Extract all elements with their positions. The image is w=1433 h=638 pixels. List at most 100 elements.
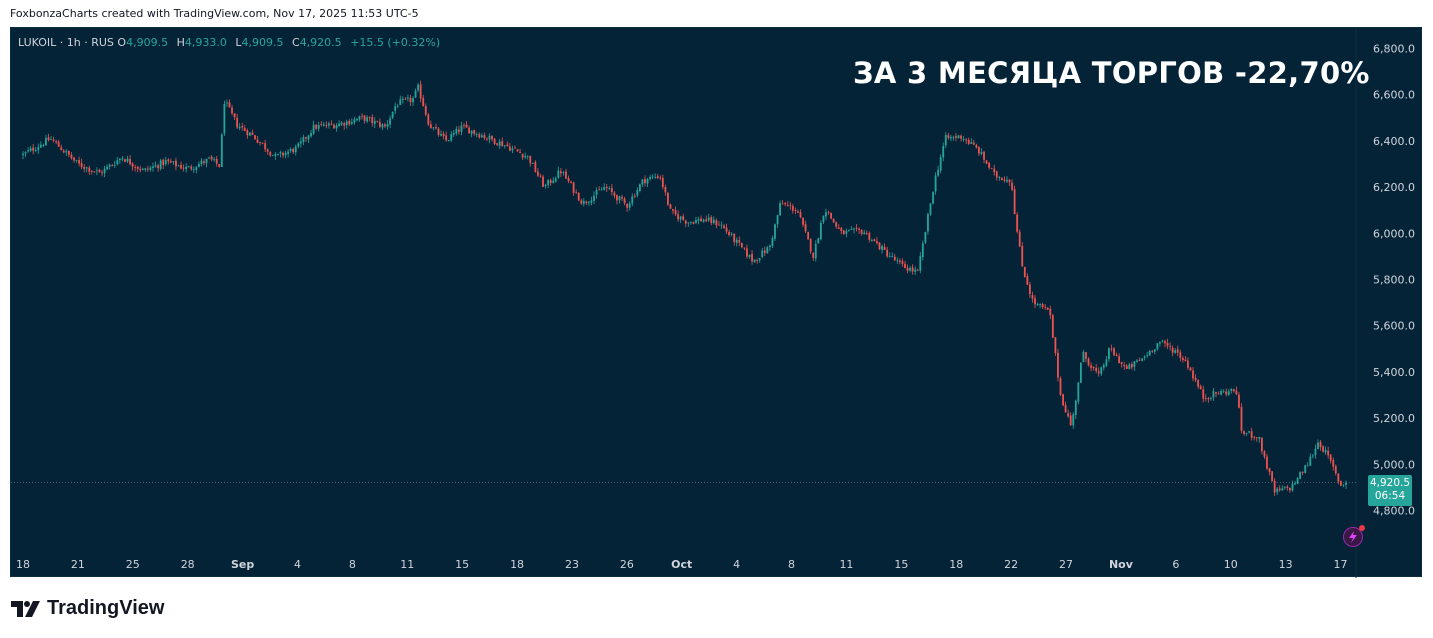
x-tick-label: 18: [16, 558, 30, 571]
candle-body: [832, 218, 835, 223]
chart-panel[interactable]: 6,800.0 6,600.0 6,400.0 6,200.0 6,000.0 5,800…: [10, 27, 1423, 578]
x-tick-label: 21: [71, 558, 85, 571]
x-tick-label: 22: [1004, 558, 1018, 571]
candle-body: [664, 187, 667, 193]
candle-body: [1192, 370, 1194, 379]
candle-body: [83, 166, 86, 169]
candle-body: [531, 162, 534, 164]
candle-body: [960, 135, 962, 139]
price-chart[interactable]: 6,800.0 6,600.0 6,400.0 6,200.0 6,000.0 5,800…: [11, 28, 1423, 578]
candle-body: [682, 216, 685, 220]
candle-body: [1136, 360, 1138, 363]
candle-body: [70, 154, 73, 159]
candle-body: [177, 165, 180, 167]
candle-body: [1138, 360, 1141, 361]
candle-body: [1079, 362, 1082, 383]
candle-body: [78, 160, 80, 164]
candle-body: [55, 141, 58, 143]
candle-body: [1039, 303, 1042, 305]
candle-body: [210, 156, 213, 160]
candle-body: [712, 219, 715, 223]
candle-body: [307, 135, 310, 140]
candle-body: [763, 250, 766, 253]
candle-body: [175, 160, 177, 167]
candle-body: [1176, 349, 1179, 353]
candle-body: [1108, 348, 1110, 360]
candle-body: [799, 212, 802, 218]
candle-body: [748, 254, 751, 257]
candle-body: [333, 124, 335, 129]
candle-body: [1128, 364, 1131, 369]
candle-body: [42, 145, 45, 146]
candle-body: [152, 166, 154, 168]
candle-body: [124, 159, 126, 162]
candle-body: [338, 123, 340, 127]
candle-body: [292, 148, 295, 153]
last-price-value: 4,920.5: [1369, 477, 1411, 489]
candle-body: [939, 157, 942, 171]
x-tick-label: 18: [949, 558, 963, 571]
candle-body: [998, 177, 1001, 179]
candle-body: [1046, 307, 1049, 310]
candle-body: [886, 249, 889, 257]
candle-body: [641, 179, 644, 185]
candle-body: [567, 178, 570, 182]
candle-body: [169, 161, 172, 163]
candle-body: [67, 150, 70, 155]
candle-body: [860, 229, 863, 234]
candle-body: [916, 269, 919, 271]
candle-body: [715, 220, 718, 226]
candle-body: [1072, 414, 1075, 426]
candle-body: [386, 123, 389, 127]
candle-body: [521, 153, 524, 158]
candle-body: [687, 222, 690, 224]
candle-body: [651, 176, 654, 178]
candle-body: [565, 171, 567, 179]
candle-body: [154, 165, 157, 167]
candle-body: [817, 238, 820, 244]
candle-body: [422, 97, 425, 107]
bolt-icon[interactable]: [1343, 525, 1365, 547]
candle-body: [544, 184, 547, 187]
candle-body: [1319, 441, 1322, 448]
candle-body: [684, 220, 687, 224]
y-tick-label: 6,800.0: [1373, 43, 1415, 56]
candle-body: [29, 148, 32, 151]
candle-body: [144, 168, 147, 170]
candle-body: [233, 113, 236, 118]
tradingview-logo-text: TradingView: [47, 597, 165, 619]
candle-body: [814, 244, 817, 259]
legend-close-label: C: [292, 36, 300, 49]
candle-body: [1143, 356, 1146, 358]
candle-body: [819, 222, 822, 240]
candle-body: [537, 171, 539, 176]
candle-body: [141, 168, 144, 170]
candle-body: [692, 221, 695, 224]
x-tick-label: 4: [733, 558, 740, 571]
candle-body: [700, 218, 702, 222]
candle-body: [674, 210, 677, 215]
candle-body: [1309, 456, 1312, 466]
candle-body: [1332, 459, 1335, 467]
candle-body: [975, 144, 978, 148]
candle-body: [101, 172, 103, 174]
candle-body: [493, 138, 496, 144]
candle-body: [1008, 179, 1011, 183]
candle-body: [366, 117, 369, 122]
candle-body: [468, 127, 470, 134]
tradingview-logo[interactable]: TradingView: [11, 597, 164, 620]
candle-body: [435, 127, 437, 129]
candle-body: [269, 152, 272, 156]
candle-body: [873, 239, 876, 242]
candle-body: [60, 147, 63, 151]
candle-body: [891, 255, 894, 257]
candle-body: [626, 203, 629, 208]
candle-body: [312, 124, 315, 134]
candle-body: [735, 239, 738, 243]
candle-body: [1263, 451, 1266, 457]
candle-body: [781, 203, 784, 205]
candle-body: [384, 124, 386, 127]
candle-body: [1036, 303, 1039, 305]
y-tick-label: 6,600.0: [1373, 89, 1415, 102]
candle-body: [807, 231, 810, 240]
